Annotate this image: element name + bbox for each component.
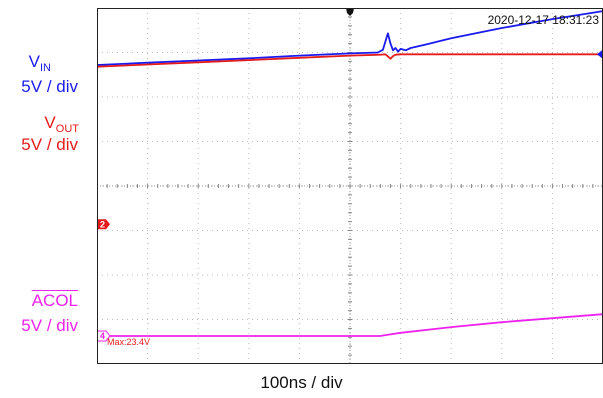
plot-grid	[97, 8, 603, 364]
ch2-marker-label: 2	[100, 219, 105, 229]
capture-timestamp: 2020-12-17 18:31:23	[488, 13, 600, 27]
oscilloscope-plot: 2 4 2020-12-17 18:31:23 Max:23.4V	[97, 8, 603, 364]
vin-label-sub: IN	[40, 62, 51, 74]
acol-label: ACOL	[31, 291, 78, 310]
plot-markers: 2 4	[97, 8, 602, 342]
plot-traces	[97, 10, 603, 337]
series-vout-trace	[97, 53, 603, 68]
vout-label-main: V	[44, 113, 56, 132]
vin-label-main: V	[28, 52, 40, 71]
trigger-position-marker	[346, 8, 354, 16]
vin-label: VIN	[29, 52, 51, 74]
time-scale-label: 100ns / div	[260, 373, 343, 392]
trigger-level-marker	[597, 50, 602, 59]
max-readout: Max:23.4V	[107, 337, 150, 347]
ch4-marker-label: 4	[100, 331, 105, 341]
acol-scale-label: 5V / div	[21, 316, 78, 335]
vin-scale-label: 5V / div	[21, 77, 78, 96]
ch4-ground-marker	[97, 330, 111, 342]
ch2-ground-marker	[97, 219, 110, 230]
vout-label-sub: OUT	[55, 123, 79, 135]
vout-label: VOUT	[44, 113, 79, 135]
series-vin-trace	[97, 10, 603, 66]
vout-scale-label: 5V / div	[21, 135, 78, 154]
series-acol-trace	[97, 313, 603, 337]
